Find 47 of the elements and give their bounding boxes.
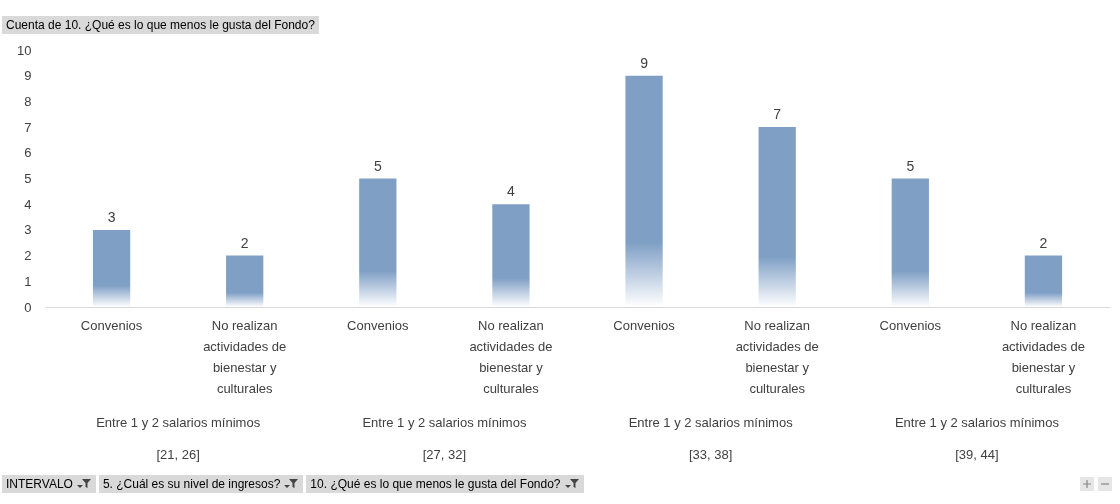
- y-tick-label: 0: [24, 299, 32, 315]
- x-tick-label: No realizan actividades de bienestar y culturales: [735, 317, 819, 396]
- text: Entre 1 y 2 salarios mínimos: [894, 415, 1060, 430]
- y-tick-label: 2: [24, 248, 32, 264]
- data-label: 7: [773, 106, 782, 123]
- y-tick-label: 7: [24, 119, 32, 135]
- text: [27, 32]: [422, 447, 467, 462]
- x-tick-label: Convenios: [613, 317, 676, 333]
- text: 10. ¿Qué es lo que menos le gusta del Fondo?: [310, 477, 561, 491]
- text: [33, 38]: [688, 447, 733, 462]
- x-tick-label: No realizan actividades de bienestar y culturales: [469, 317, 553, 396]
- bar: [226, 255, 264, 307]
- y-tick-label: 4: [24, 196, 32, 212]
- text: Cuenta de 10. ¿Qué es lo que menos le gusta del Fondo?: [2, 16, 319, 34]
- y-tick-label: 10: [17, 42, 32, 58]
- x-tick-label: No realizan actividades de bienestar y culturales: [1001, 317, 1085, 396]
- bar: [625, 75, 663, 307]
- x-tick-label: No realizan actividades de bienestar y culturales: [203, 317, 287, 396]
- data-label: 2: [1039, 234, 1048, 251]
- data-label: 5: [906, 157, 915, 174]
- data-label: 3: [107, 208, 116, 225]
- text: [21, 26]: [156, 447, 200, 462]
- y-tick-label: 3: [24, 222, 32, 238]
- y-tick-label: 8: [24, 93, 32, 109]
- y-tick-label: 1: [24, 273, 32, 289]
- bar: [1024, 255, 1063, 307]
- text: Entre 1 y 2 salarios mínimos: [628, 415, 794, 430]
- bar: [891, 178, 929, 307]
- text: INTERVALO: [6, 477, 73, 491]
- y-tick-label: 6: [24, 145, 32, 161]
- text: Entre 1 y 2 salarios mínimos: [362, 415, 527, 430]
- bar: [492, 204, 530, 307]
- x-tick-label: Convenios: [80, 317, 143, 333]
- text: Entre 1 y 2 salarios mínimos: [96, 415, 261, 430]
- data-label: 2: [240, 234, 249, 251]
- x-tick-label: Convenios: [879, 317, 942, 333]
- x-tick-label: Convenios: [347, 317, 410, 333]
- bar: [92, 229, 131, 307]
- text: [39, 44]: [955, 447, 999, 462]
- bar: [359, 178, 397, 307]
- data-label: 5: [373, 157, 382, 174]
- data-label: 9: [640, 54, 649, 71]
- y-tick-label: 9: [24, 68, 32, 84]
- text: 5. ¿Cuál es su nivel de ingresos?: [102, 477, 281, 491]
- bar: [758, 127, 796, 307]
- data-label: 4: [507, 183, 516, 200]
- y-tick-label: 5: [24, 171, 32, 186]
